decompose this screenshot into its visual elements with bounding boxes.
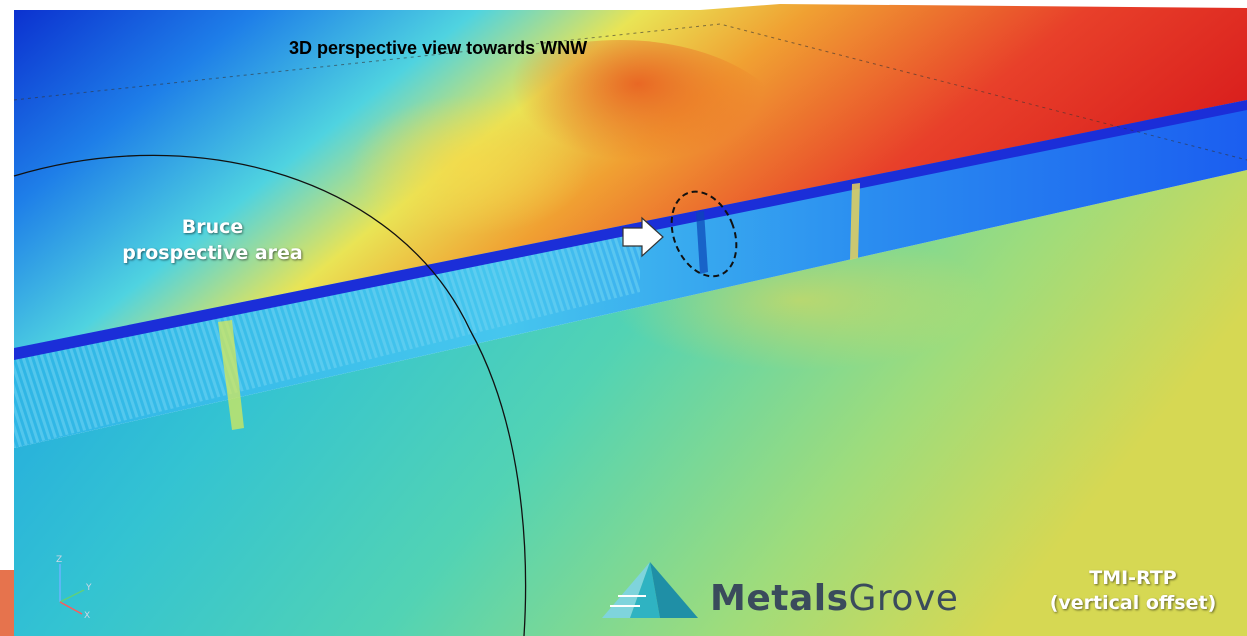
axis-x-label: X — [84, 611, 90, 621]
dashed-ellipse-marker — [670, 190, 738, 278]
xyz-axes-icon: Z Y X — [56, 555, 92, 621]
area-label-line2: prospective area — [122, 242, 303, 264]
dataset-label-line2: (vertical offset) — [1049, 592, 1217, 614]
yellow-anomaly — [350, 95, 590, 235]
logo-wordmark: MetalsGrove — [710, 578, 958, 619]
dataset-label-line1: TMI-RTP — [1089, 567, 1177, 589]
axis-z-label: Z — [56, 555, 62, 565]
metalsgrove-pyramid-icon — [602, 562, 698, 618]
logo-bold-part: Metals — [710, 578, 849, 619]
dataset-label: TMI-RTP (vertical offset) — [1018, 566, 1247, 616]
white-arrow-icon — [622, 216, 664, 258]
map-title: 3D perspective view towards WNW — [289, 38, 588, 58]
area-label-line1: Bruce — [181, 216, 244, 238]
prospective-area-label: Bruce prospective area — [80, 214, 345, 266]
logo-light-part: Grove — [848, 578, 959, 619]
metalsgrove-logo: MetalsGrove — [600, 556, 960, 626]
axis-y-label: Y — [85, 583, 92, 593]
prospective-area-boundary — [13, 154, 527, 636]
